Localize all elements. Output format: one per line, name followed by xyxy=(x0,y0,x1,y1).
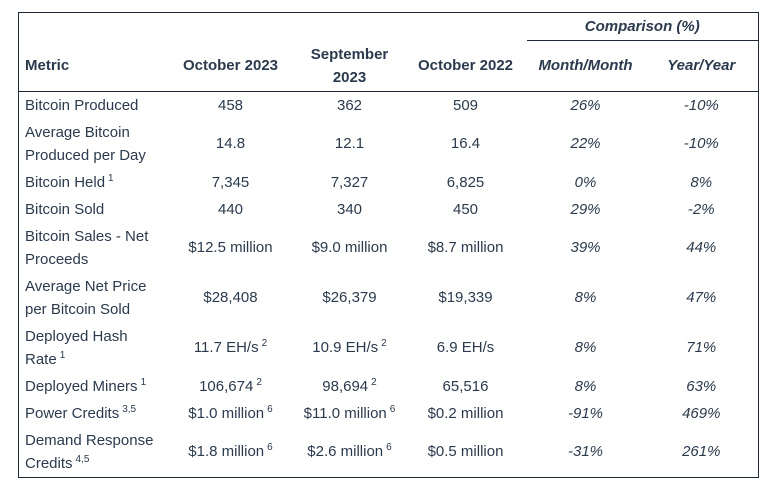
value-month-month: 0% xyxy=(574,173,597,191)
table-row-power-credits: Power Credits 3,5 $1.0 million 6 $11.0 mil… xyxy=(19,400,759,427)
table-row-deployed-miners: Deployed Miners 1 106,674 2 98,694 2 65,516… xyxy=(19,373,759,400)
value-year-year: 261% xyxy=(682,443,721,460)
column-header-month-month: Month/Month xyxy=(526,40,645,92)
footnote-marker: 3,5 xyxy=(122,403,137,415)
table-row-demand-response-credits: Demand Response Credits 4,5 $1.8 million 6… xyxy=(19,427,759,478)
table-row-deployed-hash-rate: Deployed Hash Rate 1 11.7 EH/s 2 10.9 EH/s… xyxy=(19,323,759,373)
value-october-2022: $0.5 million xyxy=(427,443,504,460)
footnote-marker: 1 xyxy=(140,376,147,388)
column-header-year-year: Year/Year xyxy=(644,40,759,92)
value-october-2022: $19,339 xyxy=(438,289,493,306)
value-october-2022: $8.7 million xyxy=(427,239,504,256)
value-october-2022: 450 xyxy=(452,200,479,218)
metric-cell: Bitcoin Produced xyxy=(25,96,139,114)
value-year-year: 8% xyxy=(690,173,713,191)
table-row-bitcoin-held: Bitcoin Held 1 7,345 7,327 6,825 0% 8% xyxy=(19,169,759,196)
value-october-2023: 7,345 xyxy=(211,173,250,191)
value-september-2023: $11.0 million 6 xyxy=(303,403,396,422)
value-month-month: 26% xyxy=(570,96,601,114)
metric-cell: Bitcoin Sold xyxy=(25,200,105,218)
footnote-marker: 1 xyxy=(108,172,114,184)
value-october-2023: 106,674 2 xyxy=(199,376,262,395)
value-year-year: 63% xyxy=(686,377,717,395)
value-september-2023: 340 xyxy=(336,200,363,218)
value-september-2023: $26,379 xyxy=(322,289,377,306)
value-october-2023: 11.7 EH/s 2 xyxy=(193,338,268,357)
value-september-2023: 98,694 2 xyxy=(322,376,377,395)
metric-cell: Deployed Miners 1 xyxy=(25,376,147,395)
comparison-header: Comparison (%) xyxy=(526,12,759,41)
footnote-marker: 2 xyxy=(256,376,262,388)
value-october-2022: 509 xyxy=(452,96,479,114)
column-header-october-2022: October 2022 xyxy=(404,40,527,92)
value-september-2023: 12.1 xyxy=(334,135,365,152)
table-row-average-bitcoin-per-day: Average Bitcoin Produced per Day 14.8 12… xyxy=(19,119,759,169)
footnote-marker: 2 xyxy=(261,338,268,349)
value-year-year: 44% xyxy=(686,239,717,256)
value-september-2023: $2.6 million 6 xyxy=(307,442,392,461)
metric-cell: Average Bitcoin Produced per Day xyxy=(25,123,146,164)
value-october-2022: $0.2 million xyxy=(427,404,504,422)
table-row-bitcoin-produced: Bitcoin Produced 458 362 509 26% -10% xyxy=(19,91,759,119)
value-october-2023: $1.0 million 6 xyxy=(188,403,273,422)
comparison-spanner-row: Comparison (%) xyxy=(19,12,759,41)
footnote-marker: 6 xyxy=(267,403,273,415)
value-october-2023: 440 xyxy=(217,200,244,218)
footnote-marker: 6 xyxy=(267,442,273,453)
metric-cell: Bitcoin Sales - Net Proceeds xyxy=(25,227,149,268)
metrics-table: Comparison (%) Metric October 2023 Septe… xyxy=(18,12,760,478)
value-october-2022: 6,825 xyxy=(446,173,485,191)
metric-cell: Bitcoin Held 1 xyxy=(25,172,114,191)
value-year-year: 47% xyxy=(686,289,717,306)
value-month-month: 8% xyxy=(574,339,597,356)
footnote-marker: 2 xyxy=(371,376,377,388)
value-month-month: 39% xyxy=(570,239,601,256)
value-october-2023: $12.5 million xyxy=(188,239,273,256)
metric-cell: Average Net Price per Bitcoin Sold xyxy=(25,277,147,318)
value-october-2023: 458 xyxy=(217,96,244,114)
table-row-bitcoin-sales-net-proceeds: Bitcoin Sales - Net Proceeds $12.5 milli… xyxy=(19,223,759,273)
metric-cell: Power Credits 3,5 xyxy=(25,403,137,422)
value-month-month: 22% xyxy=(570,135,601,152)
value-month-month: -31% xyxy=(567,443,604,460)
value-month-month: 8% xyxy=(574,377,597,395)
footnote-marker: 1 xyxy=(59,349,66,361)
value-year-year: 71% xyxy=(686,339,717,356)
metric-cell: Demand Response Credits 4,5 xyxy=(25,431,154,472)
metric-cell: Deployed Hash Rate 1 xyxy=(25,327,128,368)
footnote-marker: 6 xyxy=(389,403,396,415)
value-october-2023: $28,408 xyxy=(203,289,258,306)
table-row-bitcoin-sold: Bitcoin Sold 440 340 450 29% -2% xyxy=(19,196,759,223)
value-october-2022: 6.9 EH/s xyxy=(436,339,495,356)
footnote-marker: 4,5 xyxy=(75,453,90,465)
value-month-month: 29% xyxy=(570,200,601,218)
value-september-2023: 10.9 EH/s 2 xyxy=(312,338,387,357)
value-year-year: -10% xyxy=(683,96,719,114)
column-header-metric: Metric xyxy=(18,40,167,92)
value-october-2023: $1.8 million 6 xyxy=(188,442,273,461)
value-september-2023: 7,327 xyxy=(330,173,369,191)
footnote-marker: 6 xyxy=(386,442,392,453)
column-header-row: Metric October 2023 September 2023 Octob… xyxy=(18,40,759,92)
column-header-september-2023: September 2023 xyxy=(294,40,405,92)
header-spacer xyxy=(19,13,527,41)
value-october-2022: 65,516 xyxy=(442,377,489,395)
value-october-2022: 16.4 xyxy=(450,135,481,152)
value-year-year: -2% xyxy=(687,200,715,218)
value-october-2023: 14.8 xyxy=(215,135,246,152)
footnote-marker: 2 xyxy=(381,338,387,349)
value-year-year: -10% xyxy=(683,135,719,152)
table-row-average-net-price: Average Net Price per Bitcoin Sold $28,4… xyxy=(19,273,759,323)
value-year-year: 469% xyxy=(682,404,721,422)
value-september-2023: 362 xyxy=(336,96,363,114)
column-header-october-2023: October 2023 xyxy=(166,40,295,92)
value-month-month: 8% xyxy=(574,289,597,306)
value-september-2023: $9.0 million xyxy=(311,239,388,256)
value-month-month: -91% xyxy=(567,404,604,422)
